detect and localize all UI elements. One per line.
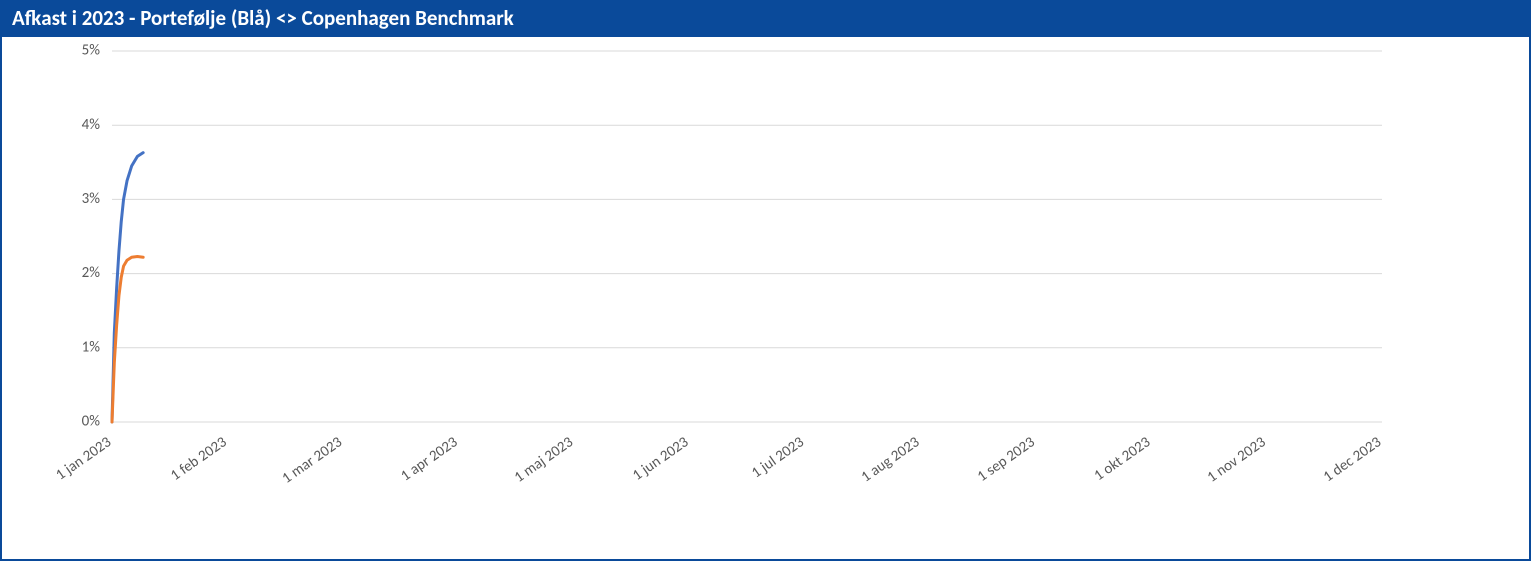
x-axis-tick-label: 1 dec 2023 [1320, 433, 1385, 486]
x-axis-tick-label: 1 mar 2023 [279, 433, 346, 488]
x-axis-tick-label: 1 jan 2023 [53, 433, 116, 484]
y-axis-tick-label: 4% [82, 116, 101, 134]
chart-area: 0% 1% 2% 3% 4% 5% 1 jan 2023 1 feb 2023 1 mar 20… [2, 37, 1529, 560]
y-axis-tick-label: 3% [82, 190, 101, 208]
x-axis-tick-label: 1 feb 2023 [167, 433, 230, 485]
x-axis-tick-label: 1 apr 2023 [398, 433, 462, 485]
y-axis-tick-label: 2% [82, 264, 101, 282]
y-axis-tick-label: 0% [82, 413, 101, 431]
y-axis-tick-label: 5% [82, 42, 101, 60]
series-portef-lje-bl- [112, 153, 143, 422]
chart-card: Afkast i 2023 - Portefølje (Blå) <> Cope… [0, 0, 1531, 561]
x-axis-tick-label: 1 nov 2023 [1204, 433, 1270, 487]
card-title: Afkast i 2023 - Portefølje (Blå) <> Cope… [2, 2, 1529, 37]
x-axis-tick-label: 1 maj 2023 [511, 433, 577, 487]
x-axis-tick-label: 1 okt 2023 [1091, 433, 1154, 485]
line-chart: 0% 1% 2% 3% 4% 5% 1 jan 2023 1 feb 2023 1 mar 20… [2, 37, 1529, 560]
x-axis-tick-label: 1 jul 2023 [748, 433, 808, 482]
x-axis-tick-label: 1 jun 2023 [629, 433, 692, 485]
y-axis-tick-label: 1% [82, 339, 101, 357]
x-axis-tick-label: 1 aug 2023 [858, 433, 923, 486]
x-axis-tick-label: 1 sep 2023 [974, 433, 1039, 486]
